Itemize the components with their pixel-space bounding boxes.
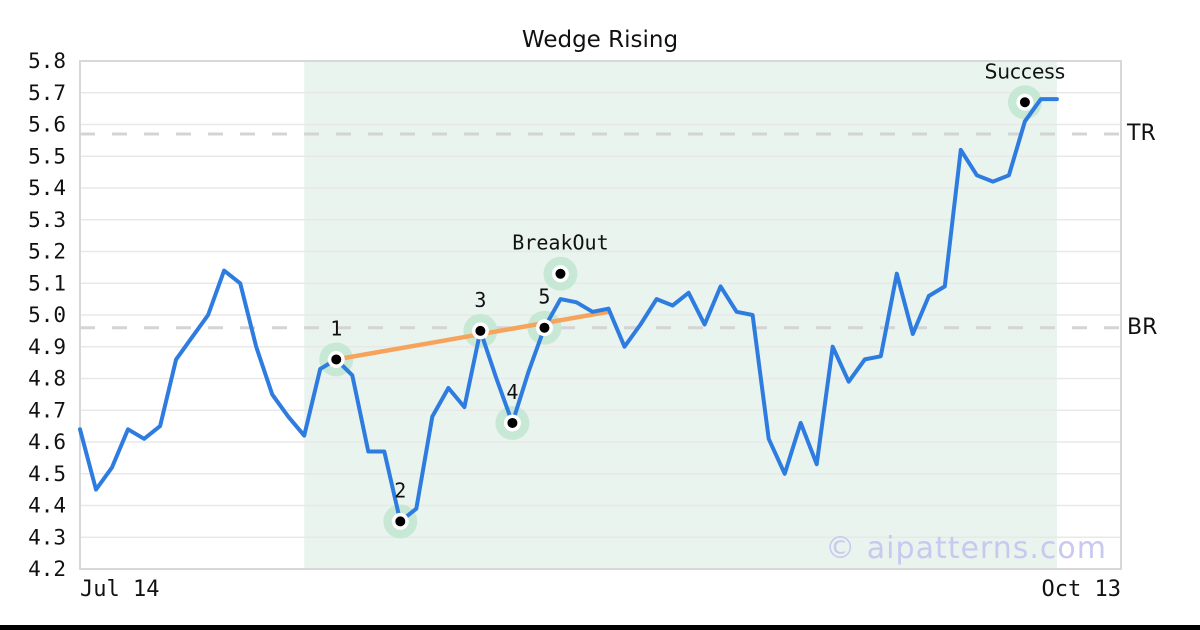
y-tick-label: 5.0	[28, 303, 66, 327]
pattern-point-dot	[539, 322, 550, 333]
y-tick-label: 4.4	[28, 494, 66, 518]
y-tick-label: 4.3	[28, 525, 66, 549]
y-tick-label: 5.8	[28, 49, 66, 73]
y-tick-label: 4.5	[28, 462, 66, 486]
price-line	[78, 97, 1059, 524]
y-tick-label: 4.6	[28, 430, 66, 454]
pattern-point-label-5: 5	[538, 285, 550, 309]
pattern-point-dot	[1019, 97, 1030, 108]
breakout-level-label: BR	[1127, 314, 1158, 340]
y-tick-label: 5.2	[28, 240, 66, 264]
watermark-text: © aipatterns.com	[825, 531, 1107, 566]
footer-bar	[0, 625, 1200, 630]
y-tick-label: 4.8	[28, 367, 66, 391]
pattern-point-dot	[555, 268, 566, 279]
pattern-point-label-success: Success	[985, 59, 1066, 83]
x-axis-end-label: Oct 13	[1041, 577, 1121, 602]
y-tick-label: 5.1	[28, 271, 66, 295]
pattern-point-label-2: 2	[394, 478, 406, 502]
x-axis-start-label: Jul 14	[80, 577, 160, 602]
pattern-point-label-1: 1	[330, 316, 342, 340]
pattern-point-dot	[507, 417, 518, 428]
pattern-point-label-breakout: BreakOut	[512, 231, 608, 255]
chart-title: Wedge Rising	[521, 27, 679, 53]
pattern-point-dot	[395, 516, 406, 527]
plot-border	[79, 60, 1122, 570]
pattern-point-dot	[475, 325, 486, 336]
pattern-point-label-3: 3	[474, 288, 486, 312]
y-tick-label: 4.9	[28, 335, 66, 359]
pattern-point-label-4: 4	[506, 380, 518, 404]
y-tick-label: 5.6	[28, 113, 66, 137]
y-tick-label: 4.7	[28, 398, 66, 422]
wedge-trendline	[333, 309, 611, 362]
y-tick-label: 5.4	[28, 176, 66, 200]
y-tick-label: 4.2	[28, 557, 66, 581]
y-tick-label: 5.7	[28, 81, 66, 105]
pattern-point-dot	[331, 354, 342, 365]
y-tick-label: 5.3	[28, 208, 66, 232]
y-tick-label: 5.5	[28, 144, 66, 168]
target-level-label: TR	[1127, 121, 1156, 147]
